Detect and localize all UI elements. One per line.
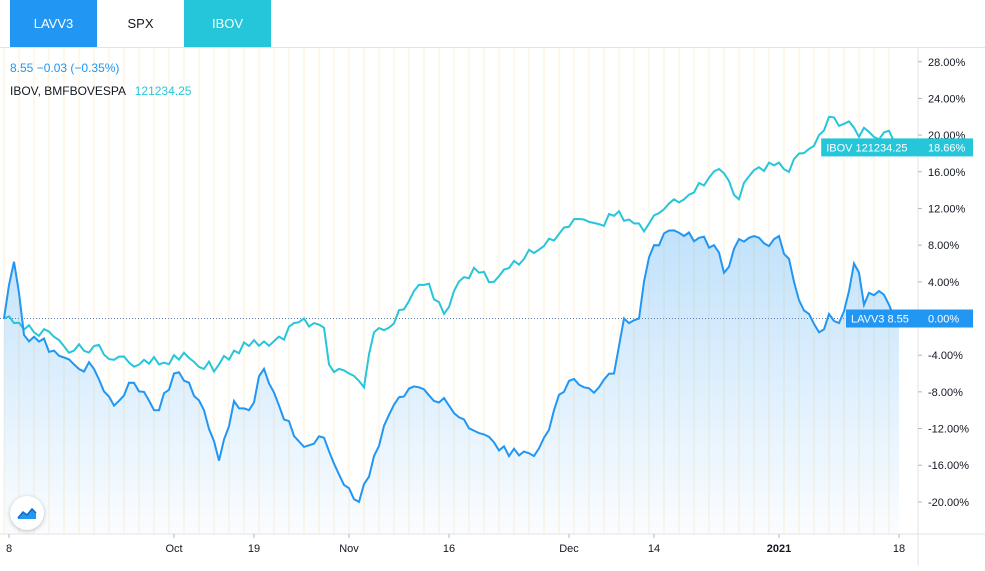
y-tick-label: 4.00% bbox=[928, 277, 959, 289]
x-tick-label: 8 bbox=[6, 543, 12, 555]
symbol-tabs: LAVV3 SPX IBOV bbox=[0, 0, 985, 48]
y-tick-label: 28.00% bbox=[928, 57, 966, 69]
ibov-last-label: IBOV 121234.25 18.66% bbox=[821, 138, 973, 157]
legend-compare-value: 121234.25 bbox=[134, 84, 192, 98]
y-tick-label: -4.00% bbox=[928, 350, 963, 362]
y-tick-label: -16.00% bbox=[928, 460, 969, 472]
lavv3-last-label: LAVV3 8.55 0.00% bbox=[846, 309, 973, 328]
ibov-name-badge bbox=[821, 138, 918, 157]
x-tick-label: 14 bbox=[648, 543, 660, 555]
y-tick-label: 8.00% bbox=[928, 240, 959, 252]
tab-spx[interactable]: SPX bbox=[97, 0, 184, 47]
x-tick-label: 16 bbox=[443, 543, 455, 555]
lavv3-series-line bbox=[3, 229, 900, 504]
y-tick-label: 12.00% bbox=[928, 203, 966, 215]
legend-main: 8.55 −0.03 (−0.35%) bbox=[10, 61, 119, 75]
y-tick-label: 16.00% bbox=[928, 167, 966, 179]
tab-ibov[interactable]: IBOV bbox=[184, 0, 271, 47]
ibov-pct-badge-text: 18.66% bbox=[928, 142, 966, 154]
ibov-name-badge-text: IBOV 121234.25 bbox=[826, 142, 907, 154]
ibov-pct-badge bbox=[918, 138, 973, 157]
lavv3-name-badge bbox=[846, 309, 918, 328]
x-tick-label: 19 bbox=[248, 543, 260, 555]
y-tick-label: 24.00% bbox=[928, 93, 966, 105]
legend-compare-name: IBOV, BMFBOVESPA bbox=[10, 84, 126, 98]
x-tick-label: 2021 bbox=[767, 543, 791, 555]
x-tick-label: Nov bbox=[339, 543, 359, 555]
legend-main-values: 8.55 −0.03 (−0.35%) bbox=[10, 61, 120, 75]
x-tick-label: 18 bbox=[893, 543, 905, 555]
legend-compare: IBOV, BMFBOVESPA 121234.25 bbox=[10, 84, 191, 98]
x-tick-label: Dec bbox=[559, 543, 579, 555]
x-tick-label: Oct bbox=[165, 543, 182, 555]
tradingview-logo-icon[interactable] bbox=[10, 496, 44, 530]
y-tick-label: -8.00% bbox=[928, 387, 963, 399]
cloud-icon bbox=[17, 507, 37, 519]
y-tick-label: -20.00% bbox=[928, 497, 969, 509]
chart-svg[interactable]: 28.00%24.00%20.00%16.00%12.00%8.00%4.00%… bbox=[0, 48, 985, 566]
lavv3-name-badge-text: LAVV3 8.55 bbox=[851, 314, 909, 326]
ibov-series-line bbox=[3, 115, 900, 390]
y-tick-label: -12.00% bbox=[928, 424, 969, 436]
lavv3-pct-badge bbox=[918, 309, 973, 328]
chart-area[interactable]: 28.00% 24.00% 20.00% 16.00% 12.00% 8.00% 4.00%… bbox=[0, 48, 985, 566]
lavv3-pct-badge-text: 0.00% bbox=[928, 314, 959, 326]
lavv3-area bbox=[4, 230, 899, 534]
tab-lavv3[interactable]: LAVV3 bbox=[10, 0, 97, 47]
